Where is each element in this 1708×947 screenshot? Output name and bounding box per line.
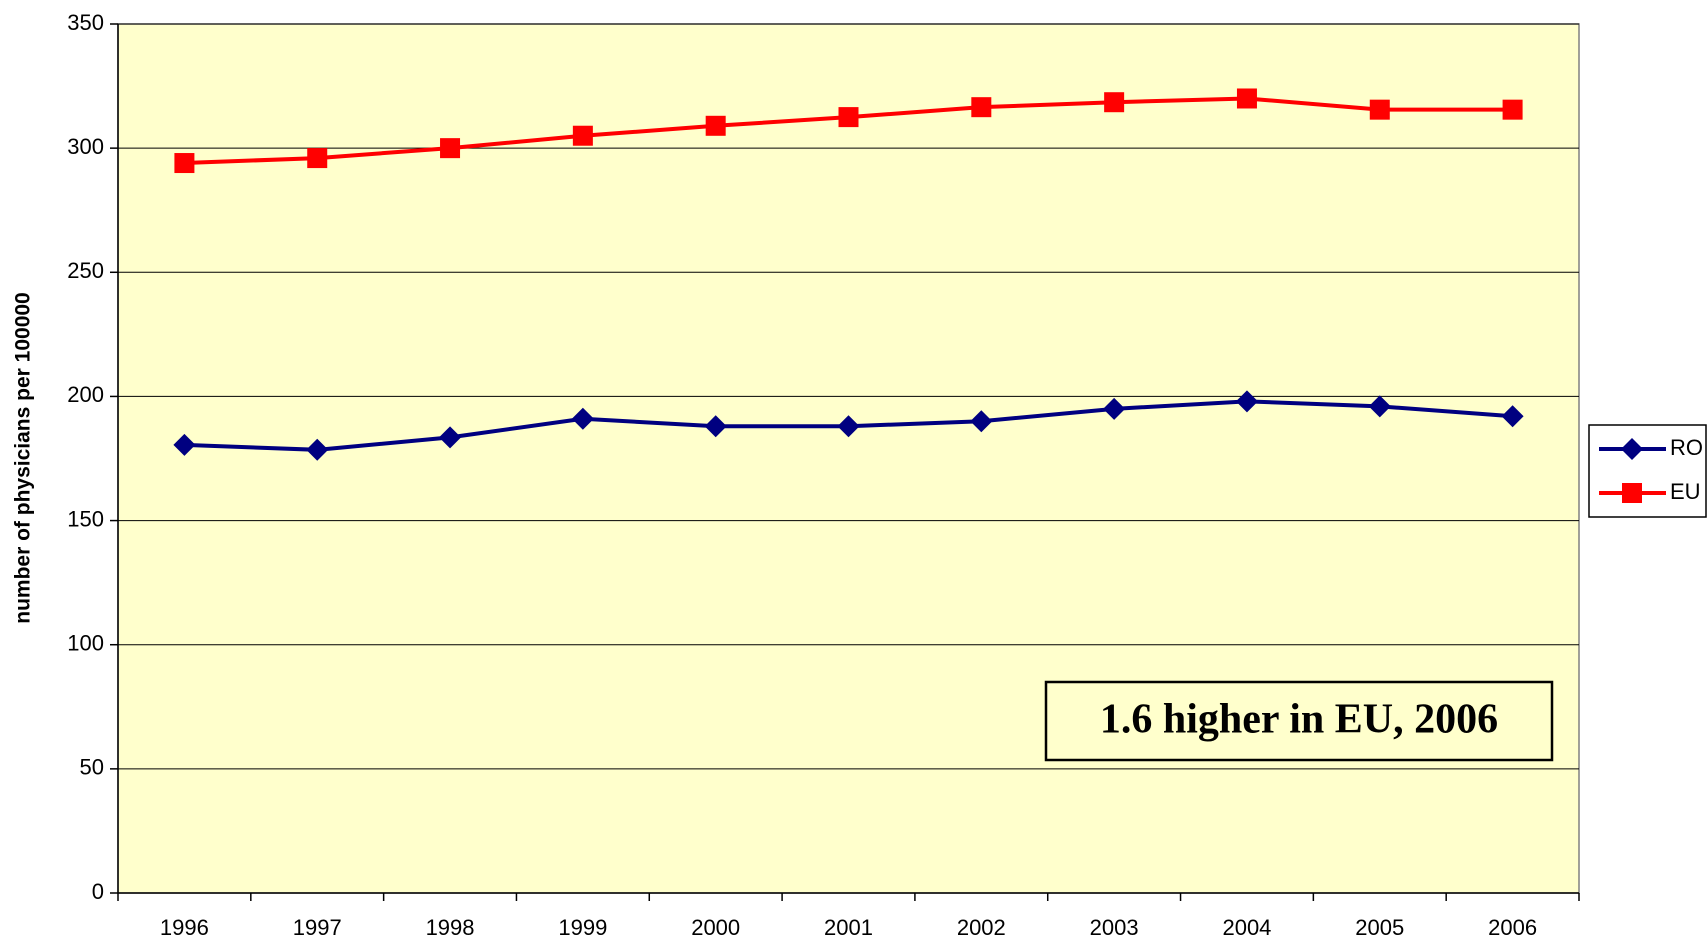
data-point <box>571 407 594 430</box>
x-tick-label: 2001 <box>824 915 873 940</box>
data-point <box>1103 397 1126 420</box>
x-tick-label: 2006 <box>1488 915 1537 940</box>
annotation-box <box>1044 680 1554 762</box>
x-tick-label: 2005 <box>1355 915 1404 940</box>
legend-marker <box>1621 438 1643 460</box>
data-point <box>838 107 859 128</box>
y-tick-label: 250 <box>67 258 104 283</box>
x-tick-label: 1999 <box>558 915 607 940</box>
data-point <box>307 148 328 169</box>
data-point <box>572 125 593 146</box>
y-tick-label: 300 <box>67 134 104 159</box>
data-point <box>704 415 727 438</box>
data-point <box>1369 99 1390 120</box>
y-tick-label: 350 <box>67 10 104 35</box>
annotation: 1.6 higher in EU, 2006 <box>1100 697 1498 743</box>
data-point <box>440 138 461 159</box>
x-tick-label: 1996 <box>160 915 209 940</box>
data-point <box>174 153 195 174</box>
legend-marker <box>1622 483 1642 503</box>
data-point <box>705 115 726 136</box>
data-point <box>173 433 196 456</box>
y-tick-label: 100 <box>67 631 104 656</box>
data-point <box>1501 405 1524 428</box>
legend-label: EU <box>1670 479 1701 504</box>
y-tick-label: 0 <box>92 879 104 904</box>
data-point <box>837 415 860 438</box>
data-point <box>1236 88 1257 109</box>
data-point <box>970 410 993 433</box>
x-tick-label: 1997 <box>293 915 342 940</box>
legend-label: RO <box>1670 435 1703 460</box>
x-tick-label: 1998 <box>426 915 475 940</box>
y-tick-label: 150 <box>67 506 104 531</box>
data-point <box>439 426 462 449</box>
plot-area <box>117 23 1580 894</box>
x-tick-label: 2003 <box>1090 915 1139 940</box>
y-tick-label: 200 <box>67 382 104 407</box>
data-point <box>1502 99 1523 120</box>
y-tick-label: 50 <box>80 755 104 780</box>
data-point <box>1368 395 1391 418</box>
data-point <box>1235 390 1258 413</box>
x-tick-label: 2002 <box>957 915 1006 940</box>
legend-box <box>1588 424 1707 518</box>
data-point <box>971 97 992 118</box>
x-tick-label: 2004 <box>1222 915 1271 940</box>
data-point <box>306 438 329 461</box>
y-axis-label: number of physicians per 100000 <box>12 292 35 623</box>
data-point <box>1104 92 1125 113</box>
x-tick-label: 2000 <box>691 915 740 940</box>
